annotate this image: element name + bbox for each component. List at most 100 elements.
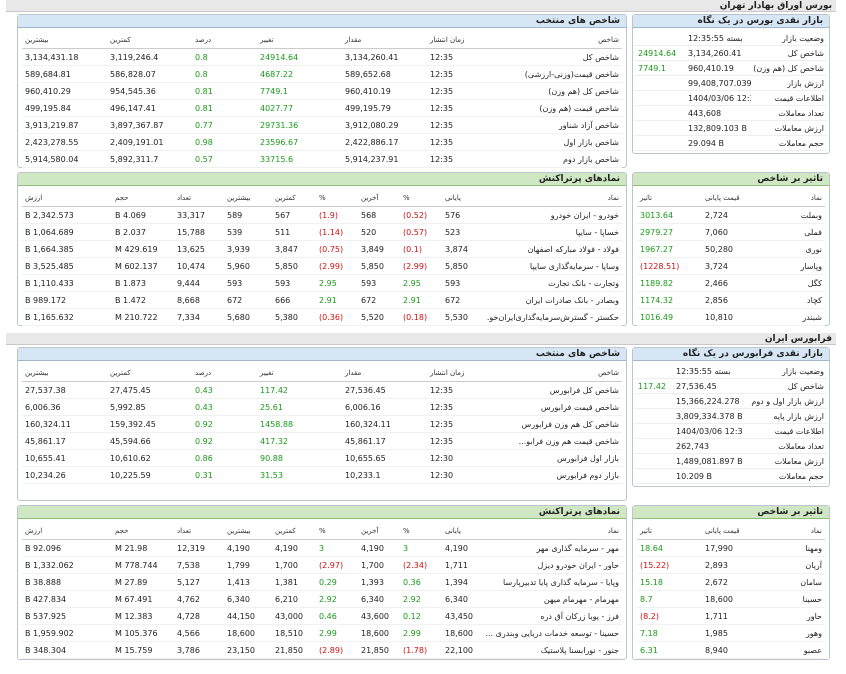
table-row: شاخص کل فرابورس 12:35 27,536.45 117.42 0.43 2…	[22, 381, 622, 399]
cell-volume: 27.89 M	[112, 573, 174, 591]
cell-last: 672	[358, 291, 400, 309]
cell-value: 1,165.632 B	[22, 308, 112, 326]
overview-value: 3,134,260.41	[685, 45, 751, 61]
column-header: زمان انتشار	[427, 31, 482, 49]
cell-value: 5,914,237.91	[342, 150, 427, 168]
table-row: کچاد 2,856 1174.32	[637, 291, 825, 309]
bourse-overview-panel: بازار نقدی بورس در یک نگاه وضعیت بازار بس…	[632, 14, 830, 154]
overview-row: شاخص کل 27,536.45 117.42	[635, 378, 827, 394]
cell-max: 5,680	[224, 308, 272, 326]
cell-close_pct: 2.99	[400, 624, 442, 642]
cell-name: شاخص کل فرابورس	[482, 381, 622, 399]
table-row: شاخص قیمت هم وزن فرابو... 12:35 45,861.17 4…	[22, 432, 622, 450]
cell-name: شاخص بازار دوم	[482, 150, 622, 168]
farabourse-section-title: فرابورس ایران	[6, 333, 836, 345]
overview-label: اطلاعات قیمت	[743, 423, 827, 439]
cell-last_pct: 0.29	[316, 573, 358, 591]
cell-symbol: خساپا - سایپا	[486, 223, 622, 241]
cell-pct: 0.92	[192, 432, 257, 450]
bourse-indices-panel: شاخص های منتخب شاخص زمان انتشار مقدار تغییر…	[17, 14, 627, 168]
cell-change: 4687.22	[257, 65, 342, 83]
column-header: بیشترین	[224, 522, 272, 540]
farabourse-impact-table: نماد قیمت پایانی تاثیر ومهنا 17,990 18.64 آریا…	[637, 522, 825, 659]
cell-last_pct: 0.46	[316, 607, 358, 625]
column-header: نماد	[486, 522, 622, 540]
cell-effect: 7.18	[637, 624, 702, 642]
cell-effect: (15.22)	[637, 556, 702, 574]
cell-min: 5,380	[272, 308, 316, 326]
cell-time: 12:35	[427, 65, 482, 83]
cell-close_pct: (1.78)	[400, 641, 442, 659]
cell-min: 6,210	[272, 590, 316, 608]
table-row: نوری 50,280 1967.27	[637, 240, 825, 258]
column-header: قیمت پایانی	[702, 522, 767, 540]
bourse-indices-table: شاخص زمان انتشار مقدار تغییر درصد کمترین بیشتر…	[22, 31, 622, 168]
table-row: وبملت 2,724 3013.64	[637, 206, 825, 224]
table-row: وبصادر - بانک صادرات ایران 672 2.91 672 2.91…	[22, 291, 622, 309]
cell-count: 4,566	[174, 624, 224, 642]
cell-max: 589	[224, 206, 272, 224]
cell-close: 523	[442, 223, 486, 241]
column-header: قیمت پایانی	[702, 189, 767, 207]
cell-value: 2,342.573 B	[22, 206, 112, 224]
cell-change: 90.88	[257, 449, 342, 467]
cell-symbol: سامان	[767, 573, 825, 591]
cell-name: شاخص آزاد شناور	[482, 116, 622, 134]
overview-label: اطلاعات قیمت	[751, 90, 827, 106]
cell-last_pct: 2.99	[316, 624, 358, 642]
overview-label: شاخص کل	[743, 378, 827, 394]
column-header: مقدار	[342, 364, 427, 382]
column-header: تعداد	[174, 522, 224, 540]
cell-name: شاخص قیمت هم وزن فرابو...	[482, 432, 622, 450]
table-header-row: نماد پایانی% آخرین% کمترین بیشترین تعداد حجم ار…	[22, 189, 622, 207]
cell-min: 43,000	[272, 607, 316, 625]
cell-last: 1,393	[358, 573, 400, 591]
cell-last: 1,700	[358, 556, 400, 574]
cell-count: 13,625	[174, 240, 224, 258]
overview-change	[635, 453, 673, 469]
overview-value: 132,809.103 B	[685, 120, 751, 136]
cell-max: 44,150	[224, 607, 272, 625]
cell-pct: 0.57	[192, 150, 257, 168]
overview-label: وضعیت بازار	[743, 364, 827, 379]
overview-value: 15,366,224.278 B	[673, 393, 743, 409]
cell-max: 27,537.38	[22, 381, 107, 399]
cell-symbol: وپایا - سرمایه گذاری پایا تدبیرپارسا	[486, 573, 622, 591]
farabourse-active-title: نمادهای پرتراکنش	[18, 506, 626, 519]
cell-volume: 12.383 M	[112, 607, 174, 625]
table-row: خساپا - سایپا 523 (0.57) 520 (1.14) 511 539 15,…	[22, 223, 622, 241]
overview-row: شاخص کل (هم وزن) 960,410.19 7749.1	[635, 60, 827, 76]
overview-label: شاخص کل	[751, 45, 827, 61]
cell-price: 1,985	[702, 624, 767, 642]
cell-value: 1,664.385 B	[22, 240, 112, 258]
table-row: شاخص کل 12:35 3,134,260.41 24914.64 0.8 3,119…	[22, 48, 622, 66]
cell-close_pct: 3	[400, 539, 442, 557]
cell-max: 23,150	[224, 641, 272, 659]
overview-change: 7749.1	[635, 60, 685, 76]
column-header: تاثیر	[637, 522, 702, 540]
cell-min: 21,850	[272, 641, 316, 659]
column-header: حجم	[112, 189, 174, 207]
cell-volume: 67.491 M	[112, 590, 174, 608]
cell-time: 12:35	[427, 415, 482, 433]
cell-price: 2,724	[702, 206, 767, 224]
table-row: شاخص قیمت (هم وزن) 12:35 499,195.79 4027.77…	[22, 99, 622, 117]
cell-last: 568	[358, 206, 400, 224]
table-row: شبندر 10,810 1016.49	[637, 308, 825, 326]
cell-change: 29731.36	[257, 116, 342, 134]
cell-name: شاخص کل	[482, 48, 622, 66]
table-header-row: شاخص زمان انتشار مقدار تغییر درصد کمترین بیشتر…	[22, 364, 622, 382]
cell-min: 3,119,246.4	[107, 48, 192, 66]
column-header: %	[400, 522, 442, 540]
cell-min: 5,992.85	[107, 398, 192, 416]
cell-volume: 210.722 M	[112, 308, 174, 326]
column-header: شاخص	[482, 364, 622, 382]
table-row: حاور 1,711 (8.2)	[637, 607, 825, 625]
farabourse-active-table: نماد پایانی% آخرین% کمترین بیشترین تعداد حجم ار…	[22, 522, 622, 659]
cell-count: 12,319	[174, 539, 224, 557]
cell-symbol: شبندر	[767, 308, 825, 326]
cell-symbol: وتجارت - بانک تجارت	[486, 274, 622, 292]
table-row: بازار اول فرابورس 12:30 10,655.65 90.88 0.86…	[22, 449, 622, 467]
cell-volume: 778.744 M	[112, 556, 174, 574]
cell-last_pct: (2.89)	[316, 641, 358, 659]
